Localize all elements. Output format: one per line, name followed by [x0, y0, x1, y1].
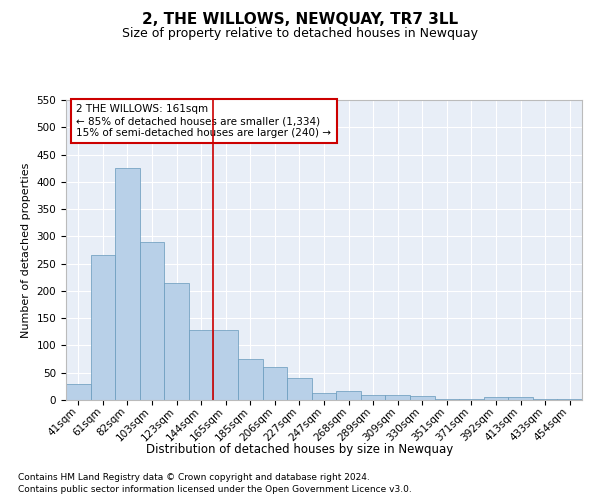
Bar: [66, 384, 91, 400]
Text: 2, THE WILLOWS, NEWQUAY, TR7 3LL: 2, THE WILLOWS, NEWQUAY, TR7 3LL: [142, 12, 458, 28]
Bar: [263, 368, 287, 400]
Bar: [410, 396, 434, 400]
Bar: [385, 394, 410, 400]
Text: Distribution of detached houses by size in Newquay: Distribution of detached houses by size …: [146, 442, 454, 456]
Bar: [189, 330, 214, 400]
Bar: [214, 330, 238, 400]
Bar: [361, 394, 385, 400]
Bar: [312, 393, 336, 400]
Bar: [91, 256, 115, 400]
Text: 2 THE WILLOWS: 161sqm
← 85% of detached houses are smaller (1,334)
15% of semi-d: 2 THE WILLOWS: 161sqm ← 85% of detached …: [76, 104, 331, 138]
Bar: [557, 399, 582, 400]
Bar: [115, 168, 140, 400]
Bar: [508, 398, 533, 400]
Text: Contains public sector information licensed under the Open Government Licence v3: Contains public sector information licen…: [18, 485, 412, 494]
Bar: [238, 358, 263, 400]
Bar: [287, 378, 312, 400]
Text: Contains HM Land Registry data © Crown copyright and database right 2024.: Contains HM Land Registry data © Crown c…: [18, 472, 370, 482]
Bar: [484, 398, 508, 400]
Text: Size of property relative to detached houses in Newquay: Size of property relative to detached ho…: [122, 28, 478, 40]
Bar: [336, 390, 361, 400]
Bar: [140, 242, 164, 400]
Y-axis label: Number of detached properties: Number of detached properties: [21, 162, 31, 338]
Bar: [164, 282, 189, 400]
